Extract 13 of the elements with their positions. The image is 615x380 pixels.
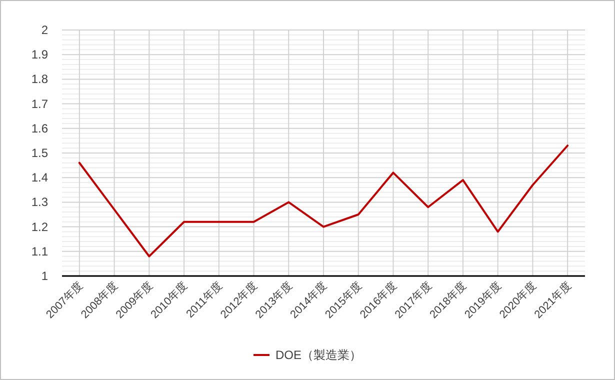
- y-tick-label: 2: [41, 23, 48, 37]
- line-series: [78, 144, 569, 258]
- y-tick-label: 1.4: [31, 170, 48, 185]
- y-tick-label: 1.3: [31, 195, 48, 210]
- y-tick-label: 1.1: [31, 244, 48, 258]
- y-tick-label: 1.5: [31, 146, 48, 160]
- y-tick-label: 1.9: [31, 48, 48, 62]
- y-tick-label: 1.6: [31, 121, 48, 136]
- legend-label: DOE（製造業）: [275, 348, 362, 362]
- y-tick-label: 1.7: [31, 96, 48, 111]
- y-tick-label: 1.2: [31, 220, 48, 234]
- y-tick-label: 1: [41, 269, 48, 283]
- y-tick-label: 1.8: [31, 72, 48, 86]
